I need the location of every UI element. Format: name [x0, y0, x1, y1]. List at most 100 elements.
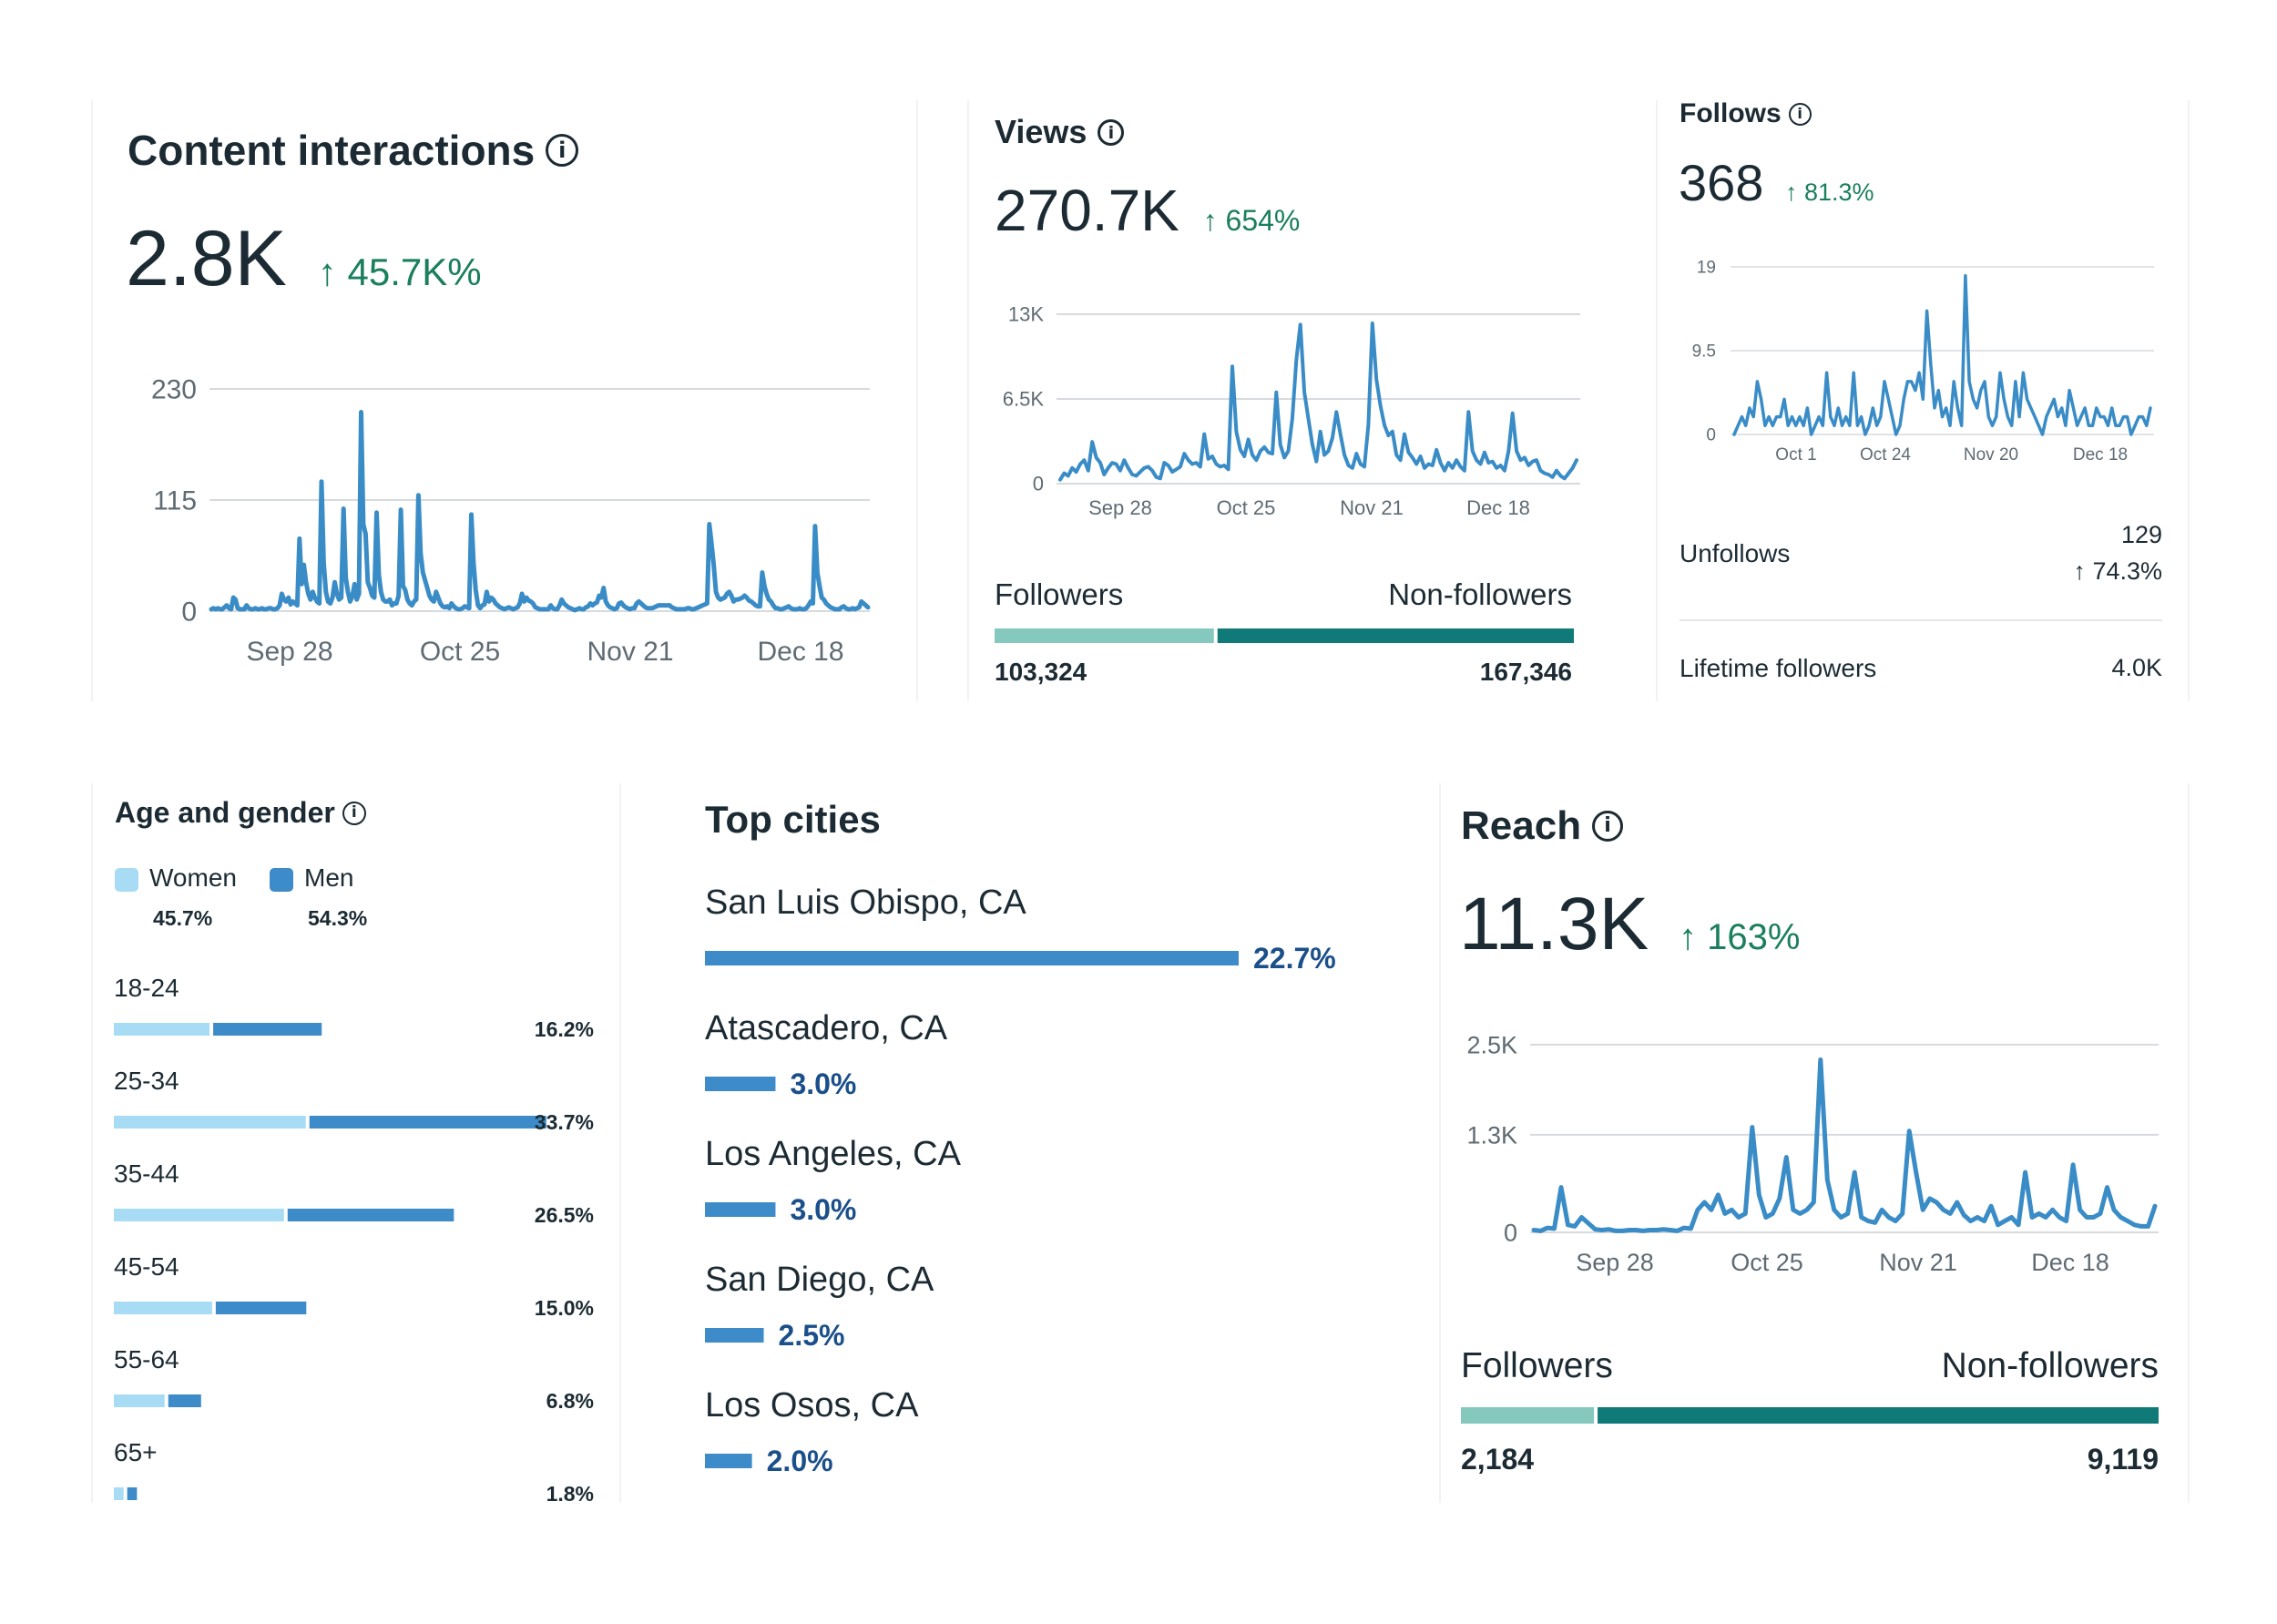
x-tick-label: Oct 1	[1775, 445, 1816, 465]
card-title: Reach i	[1461, 803, 1624, 849]
metric-value: 2.8K ↑ 45.7K%	[126, 214, 482, 304]
x-tick-label: Dec 18	[2073, 445, 2128, 465]
metric-value-text: 11.3K	[1459, 883, 1649, 965]
x-tick-label: Sep 28	[1576, 1249, 1654, 1276]
x-tick-label: Oct 25	[1217, 496, 1276, 519]
y-tick-label: 0	[1706, 426, 1716, 445]
info-icon[interactable]: i	[546, 134, 579, 167]
y-tick-label: 0	[181, 598, 197, 628]
legend-label: Men	[304, 863, 354, 892]
y-tick-label: 13K	[1008, 303, 1044, 326]
x-tick-label: Nov 21	[1340, 496, 1404, 519]
non-followers-value: 9,119	[2087, 1443, 2159, 1476]
card-title-text: Reach	[1461, 803, 1582, 848]
age-range-label: 18-24	[114, 974, 179, 1002]
metric-value: 368 ↑ 81.3%	[1679, 153, 1874, 212]
x-tick-label: Sep 28	[1088, 496, 1152, 519]
men-bar	[287, 1209, 454, 1221]
age-total-pct: 1.8%	[546, 1482, 594, 1503]
city-name: San Luis Obispo, CA	[705, 883, 1026, 922]
card-divider	[1656, 100, 1658, 701]
city-pct: 3.0%	[790, 1193, 856, 1226]
legend-women: Women	[115, 863, 237, 893]
card-title-text: Age and gender	[115, 796, 335, 829]
metric-value: 270.7K ↑ 654%	[995, 177, 1300, 244]
women-bar	[114, 1023, 210, 1036]
y-tick-label: 0	[1504, 1219, 1517, 1246]
legend-swatch-women	[115, 867, 138, 892]
y-tick-label: 19	[1697, 259, 1716, 278]
legend-men: Men	[270, 863, 353, 893]
info-icon[interactable]: i	[1592, 811, 1624, 842]
age-range-label: 25-34	[114, 1067, 179, 1095]
y-tick-label: 230	[151, 375, 197, 405]
card-divider	[1439, 783, 1441, 1503]
city-name: Los Angeles, CA	[705, 1135, 962, 1173]
women-bar	[114, 1209, 284, 1221]
card-title: Follows i	[1680, 98, 1812, 129]
unfollows-value: 129	[2120, 521, 2162, 548]
y-tick-label: 1.3K	[1466, 1121, 1517, 1149]
city-bar	[705, 1077, 776, 1091]
men-bar	[168, 1394, 201, 1407]
card-title-text: Views	[995, 113, 1087, 150]
x-tick-label: Oct 24	[1860, 445, 1911, 465]
info-icon[interactable]: i	[1788, 102, 1812, 126]
city-name: Los Osos, CA	[705, 1386, 919, 1425]
lifetime-followers-value: 4.0K	[2111, 654, 2162, 681]
city-bar	[705, 1328, 764, 1343]
followers-label: Followers	[995, 577, 1124, 611]
card-edge	[2188, 100, 2190, 701]
men-bar	[309, 1116, 546, 1129]
card-edge	[91, 100, 93, 701]
unfollows-label: Unfollows	[1680, 539, 1791, 567]
city-pct: 22.7%	[1253, 942, 1336, 975]
metric-value-text: 2.8K	[126, 215, 287, 302]
city-pct: 3.0%	[790, 1067, 856, 1100]
city-name: San Diego, CA	[705, 1261, 934, 1299]
unfollows-delta: ↑ 74.3%	[2073, 557, 2162, 585]
age-total-pct: 26.5%	[535, 1203, 594, 1227]
card-divider	[916, 100, 918, 701]
card-title: Content interactions i	[128, 126, 579, 175]
card-title: Views i	[995, 113, 1125, 151]
metric-delta: ↑ 81.3%	[1785, 179, 1874, 206]
age-total-pct: 6.8%	[546, 1389, 594, 1413]
age-range-label: 45-54	[114, 1252, 179, 1281]
age-total-pct: 33.7%	[535, 1110, 594, 1134]
non-followers-label: Non-followers	[1941, 1346, 2159, 1385]
followers-value: 103,324	[995, 658, 1087, 686]
series-line	[1732, 273, 2152, 436]
y-tick-label: 9.5	[1692, 342, 1716, 362]
non-followers-label: Non-followers	[1388, 577, 1572, 611]
x-tick-label: Oct 25	[420, 637, 500, 667]
followers-split-bar	[995, 628, 1574, 643]
x-tick-label: Dec 18	[1466, 496, 1530, 519]
non-followers-segment	[1598, 1407, 2159, 1424]
info-icon[interactable]: i	[342, 801, 366, 825]
metric-value-text: 270.7K	[995, 178, 1179, 243]
info-icon[interactable]: i	[1098, 118, 1125, 146]
card-divider	[967, 100, 969, 701]
age-range-label: 35-44	[114, 1159, 179, 1188]
men-bar	[213, 1023, 322, 1036]
y-tick-label: 0	[1033, 473, 1044, 495]
x-tick-label: Dec 18	[2031, 1249, 2109, 1276]
card-divider	[619, 783, 621, 1503]
city-pct: 2.0%	[767, 1445, 833, 1477]
views-chart: 13K 6.5K 0 Sep 28 Oct 25 Nov 21 Dec 18	[1003, 303, 1580, 519]
series-line	[209, 410, 871, 613]
metric-delta: ↑ 654%	[1202, 204, 1301, 237]
age-total-pct: 16.2%	[535, 1017, 594, 1041]
city-bar	[705, 1202, 776, 1217]
women-bar	[114, 1116, 306, 1129]
x-tick-label: Oct 25	[1731, 1249, 1803, 1276]
y-tick-label: 6.5K	[1003, 388, 1045, 411]
section-divider	[1680, 619, 2162, 621]
metric-delta: ↑ 163%	[1679, 917, 1801, 957]
city-name: Atascadero, CA	[705, 1009, 948, 1047]
men-bar	[215, 1302, 307, 1314]
legend-swatch-men	[270, 867, 293, 892]
x-tick-label: Nov 20	[1964, 445, 2018, 465]
women-bar	[114, 1487, 124, 1500]
